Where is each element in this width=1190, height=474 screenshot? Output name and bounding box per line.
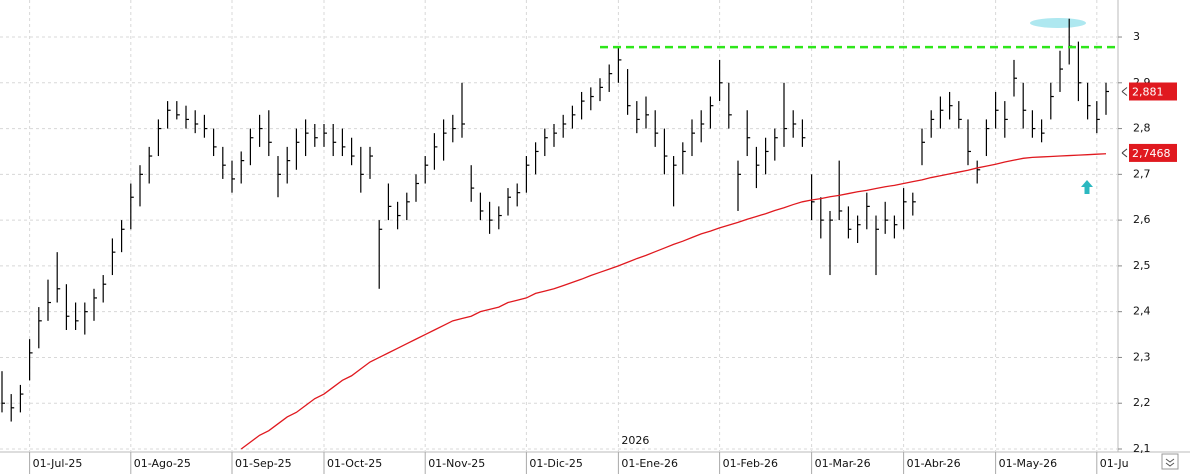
x-tick-label: 01-Ago-25 [134, 457, 191, 470]
x-tick-label: 01-May-26 [999, 457, 1057, 470]
price-tag-label: 2,7468 [1132, 147, 1171, 160]
scroll-icon [1165, 458, 1175, 467]
price-tag [1129, 143, 1177, 162]
y-tick-label: 2,2 [1133, 396, 1151, 409]
price-pointer [1121, 148, 1128, 158]
y-tick-label: 2,6 [1133, 213, 1151, 226]
x-tick-label: 01-Mar-26 [815, 457, 871, 470]
up-arrow [1081, 180, 1093, 194]
x-tick-label: 01-Jul-25 [33, 457, 83, 470]
y-tick-label: 2,1 [1133, 442, 1151, 455]
price-pointer [1121, 87, 1128, 96]
x-tick-label: 01-Oct-25 [327, 457, 382, 470]
x-tick-label: 01-Nov-25 [428, 457, 485, 470]
y-tick-label: 2,5 [1133, 259, 1151, 272]
x-tick-label: 01-Sep-25 [235, 457, 292, 470]
y-tick-label: 2,8 [1133, 122, 1151, 135]
x-tick-label: 01-Feb-26 [723, 457, 778, 470]
x-tick-label: 01-Dic-25 [529, 457, 583, 470]
y-tick-label: 3 [1133, 30, 1140, 43]
y-tick-label: 2,3 [1133, 350, 1151, 363]
x-tick-label: 01-Ene-26 [621, 457, 678, 470]
y-tick-label: 2,4 [1133, 305, 1151, 318]
highlight-ellipse [1030, 18, 1086, 28]
x-tick-label: 01-Ju [1100, 457, 1129, 470]
x-tick-label: 01-Abr-26 [907, 457, 961, 470]
price-tag-label: 2,881 [1132, 85, 1164, 98]
moving-average-line [240, 153, 1107, 450]
year-label: 2026 [621, 434, 649, 447]
y-tick-label: 2,7 [1133, 167, 1151, 180]
price-tag [1129, 82, 1177, 101]
